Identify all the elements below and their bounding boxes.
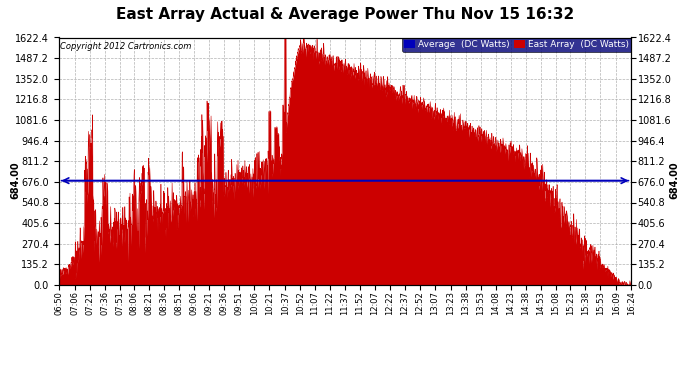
Text: East Array Actual & Average Power Thu Nov 15 16:32: East Array Actual & Average Power Thu No… bbox=[116, 8, 574, 22]
Legend: Average  (DC Watts), East Array  (DC Watts): Average (DC Watts), East Array (DC Watts… bbox=[402, 38, 631, 52]
Text: 684.00: 684.00 bbox=[11, 162, 21, 200]
Text: 684.00: 684.00 bbox=[669, 162, 679, 200]
Text: Copyright 2012 Cartronics.com: Copyright 2012 Cartronics.com bbox=[60, 42, 191, 51]
